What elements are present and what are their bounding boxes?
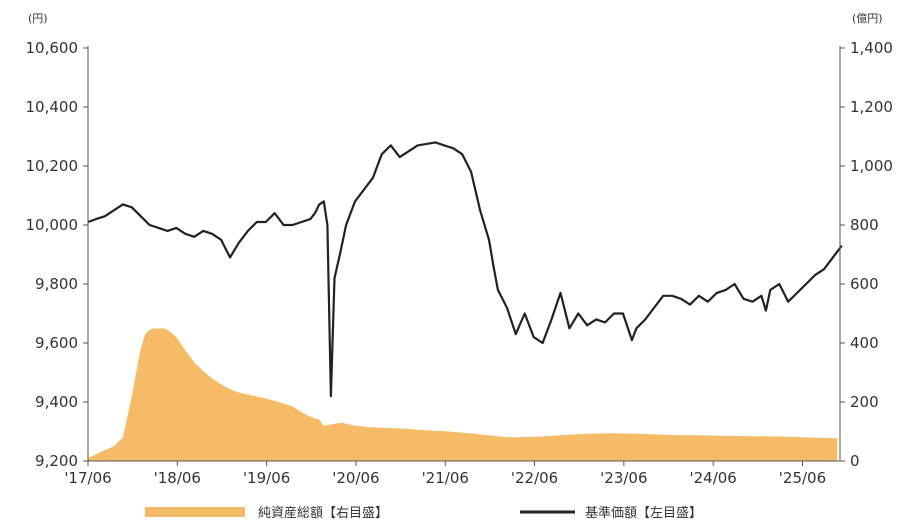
x-tick-label: '22/06 bbox=[511, 469, 558, 487]
left-tick-label: 10,200 bbox=[26, 157, 79, 175]
left-tick-label: 9,400 bbox=[35, 393, 78, 411]
left-axis-ticks: 9,200 9,400 9,600 9,800 10,000 10,200 10,400 10… bbox=[26, 39, 88, 470]
left-tick-label: 10,400 bbox=[26, 98, 79, 116]
axes-layer bbox=[87, 46, 841, 462]
nav-line-layer bbox=[87, 141, 843, 398]
left-axis-unit: (円) bbox=[28, 12, 48, 25]
right-tick-label: 0 bbox=[850, 452, 860, 470]
legend-swatch-net-assets bbox=[145, 507, 245, 517]
right-tick-label: 400 bbox=[850, 334, 879, 352]
legend: 純資産総額【右目盛】 基準価額【左目盛】 bbox=[145, 505, 702, 521]
x-tick-label: '17/06 bbox=[64, 469, 111, 487]
right-tick-label: 600 bbox=[850, 275, 879, 293]
x-tick-label: '20/06 bbox=[332, 469, 379, 487]
left-tick-label: 9,600 bbox=[35, 334, 78, 352]
x-tick-label: '18/06 bbox=[154, 469, 201, 487]
right-tick-label: 1,200 bbox=[850, 98, 893, 116]
right-tick-label: 1,000 bbox=[850, 157, 893, 175]
x-axis-ticks: '17/06 '18/06 '19/06 '20/06 '21/06 '22/06 '23/… bbox=[64, 461, 826, 487]
x-tick-label: '25/06 bbox=[779, 469, 826, 487]
right-tick-label: 800 bbox=[850, 216, 879, 234]
x-tick-label: '24/06 bbox=[689, 469, 736, 487]
x-tick-label: '19/06 bbox=[243, 469, 290, 487]
left-tick-label: 9,800 bbox=[35, 275, 78, 293]
x-tick-label: '21/06 bbox=[422, 469, 469, 487]
net-assets-area bbox=[88, 328, 838, 461]
x-tick-label: '23/06 bbox=[600, 469, 647, 487]
net-assets-area-layer bbox=[88, 328, 838, 461]
right-tick-label: 200 bbox=[850, 393, 879, 411]
legend-label-nav: 基準価額【左目盛】 bbox=[585, 505, 702, 521]
left-tick-label: 10,000 bbox=[26, 216, 79, 234]
right-axis-ticks: 0 200 400 600 800 1,000 1,200 1,400 bbox=[840, 39, 893, 470]
left-tick-label: 10,600 bbox=[26, 39, 79, 57]
left-tick-label: 9,200 bbox=[35, 452, 78, 470]
right-tick-label: 1,400 bbox=[850, 39, 893, 57]
nav-line bbox=[87, 141, 843, 398]
right-axis-unit: (億円) bbox=[852, 12, 883, 25]
legend-label-net-assets: 純資産総額【右目盛】 bbox=[258, 505, 388, 521]
